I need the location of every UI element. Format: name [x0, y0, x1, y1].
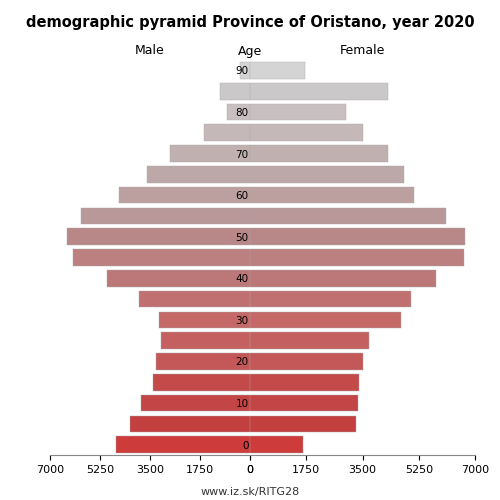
Bar	[147, 166, 250, 182]
Bar	[250, 187, 414, 204]
Bar	[170, 145, 250, 162]
Text: www.iz.sk/RITG28: www.iz.sk/RITG28	[200, 488, 300, 498]
Bar	[250, 291, 410, 308]
Bar	[107, 270, 250, 286]
Text: Male: Male	[135, 44, 165, 58]
Bar	[158, 312, 250, 328]
Bar	[250, 436, 303, 453]
Bar	[250, 353, 362, 370]
Bar	[240, 62, 250, 78]
Text: demographic pyramid Province of Oristano, year 2020: demographic pyramid Province of Oristano…	[26, 15, 474, 30]
Bar	[250, 249, 464, 266]
Bar	[130, 416, 250, 432]
Text: Female: Female	[340, 44, 385, 58]
Bar	[250, 374, 360, 390]
Bar	[220, 83, 250, 100]
Bar	[250, 83, 388, 100]
Bar	[227, 104, 250, 120]
Bar	[250, 228, 466, 245]
Bar	[250, 62, 304, 78]
Bar	[250, 332, 369, 349]
Bar	[250, 208, 446, 224]
Bar	[118, 187, 250, 204]
Bar	[73, 249, 250, 266]
Bar	[250, 394, 358, 411]
Bar	[82, 208, 250, 224]
Text: Age: Age	[238, 44, 262, 58]
Bar	[142, 394, 250, 411]
Bar	[116, 436, 250, 453]
Bar	[250, 312, 401, 328]
Bar	[67, 228, 250, 245]
Bar	[156, 353, 250, 370]
Bar	[250, 166, 404, 182]
Bar	[250, 270, 436, 286]
Bar	[250, 124, 362, 141]
Bar	[138, 291, 250, 308]
Bar	[250, 416, 356, 432]
Bar	[162, 332, 250, 349]
Bar	[153, 374, 250, 390]
Bar	[204, 124, 250, 141]
Bar	[250, 145, 388, 162]
Bar	[250, 104, 346, 120]
